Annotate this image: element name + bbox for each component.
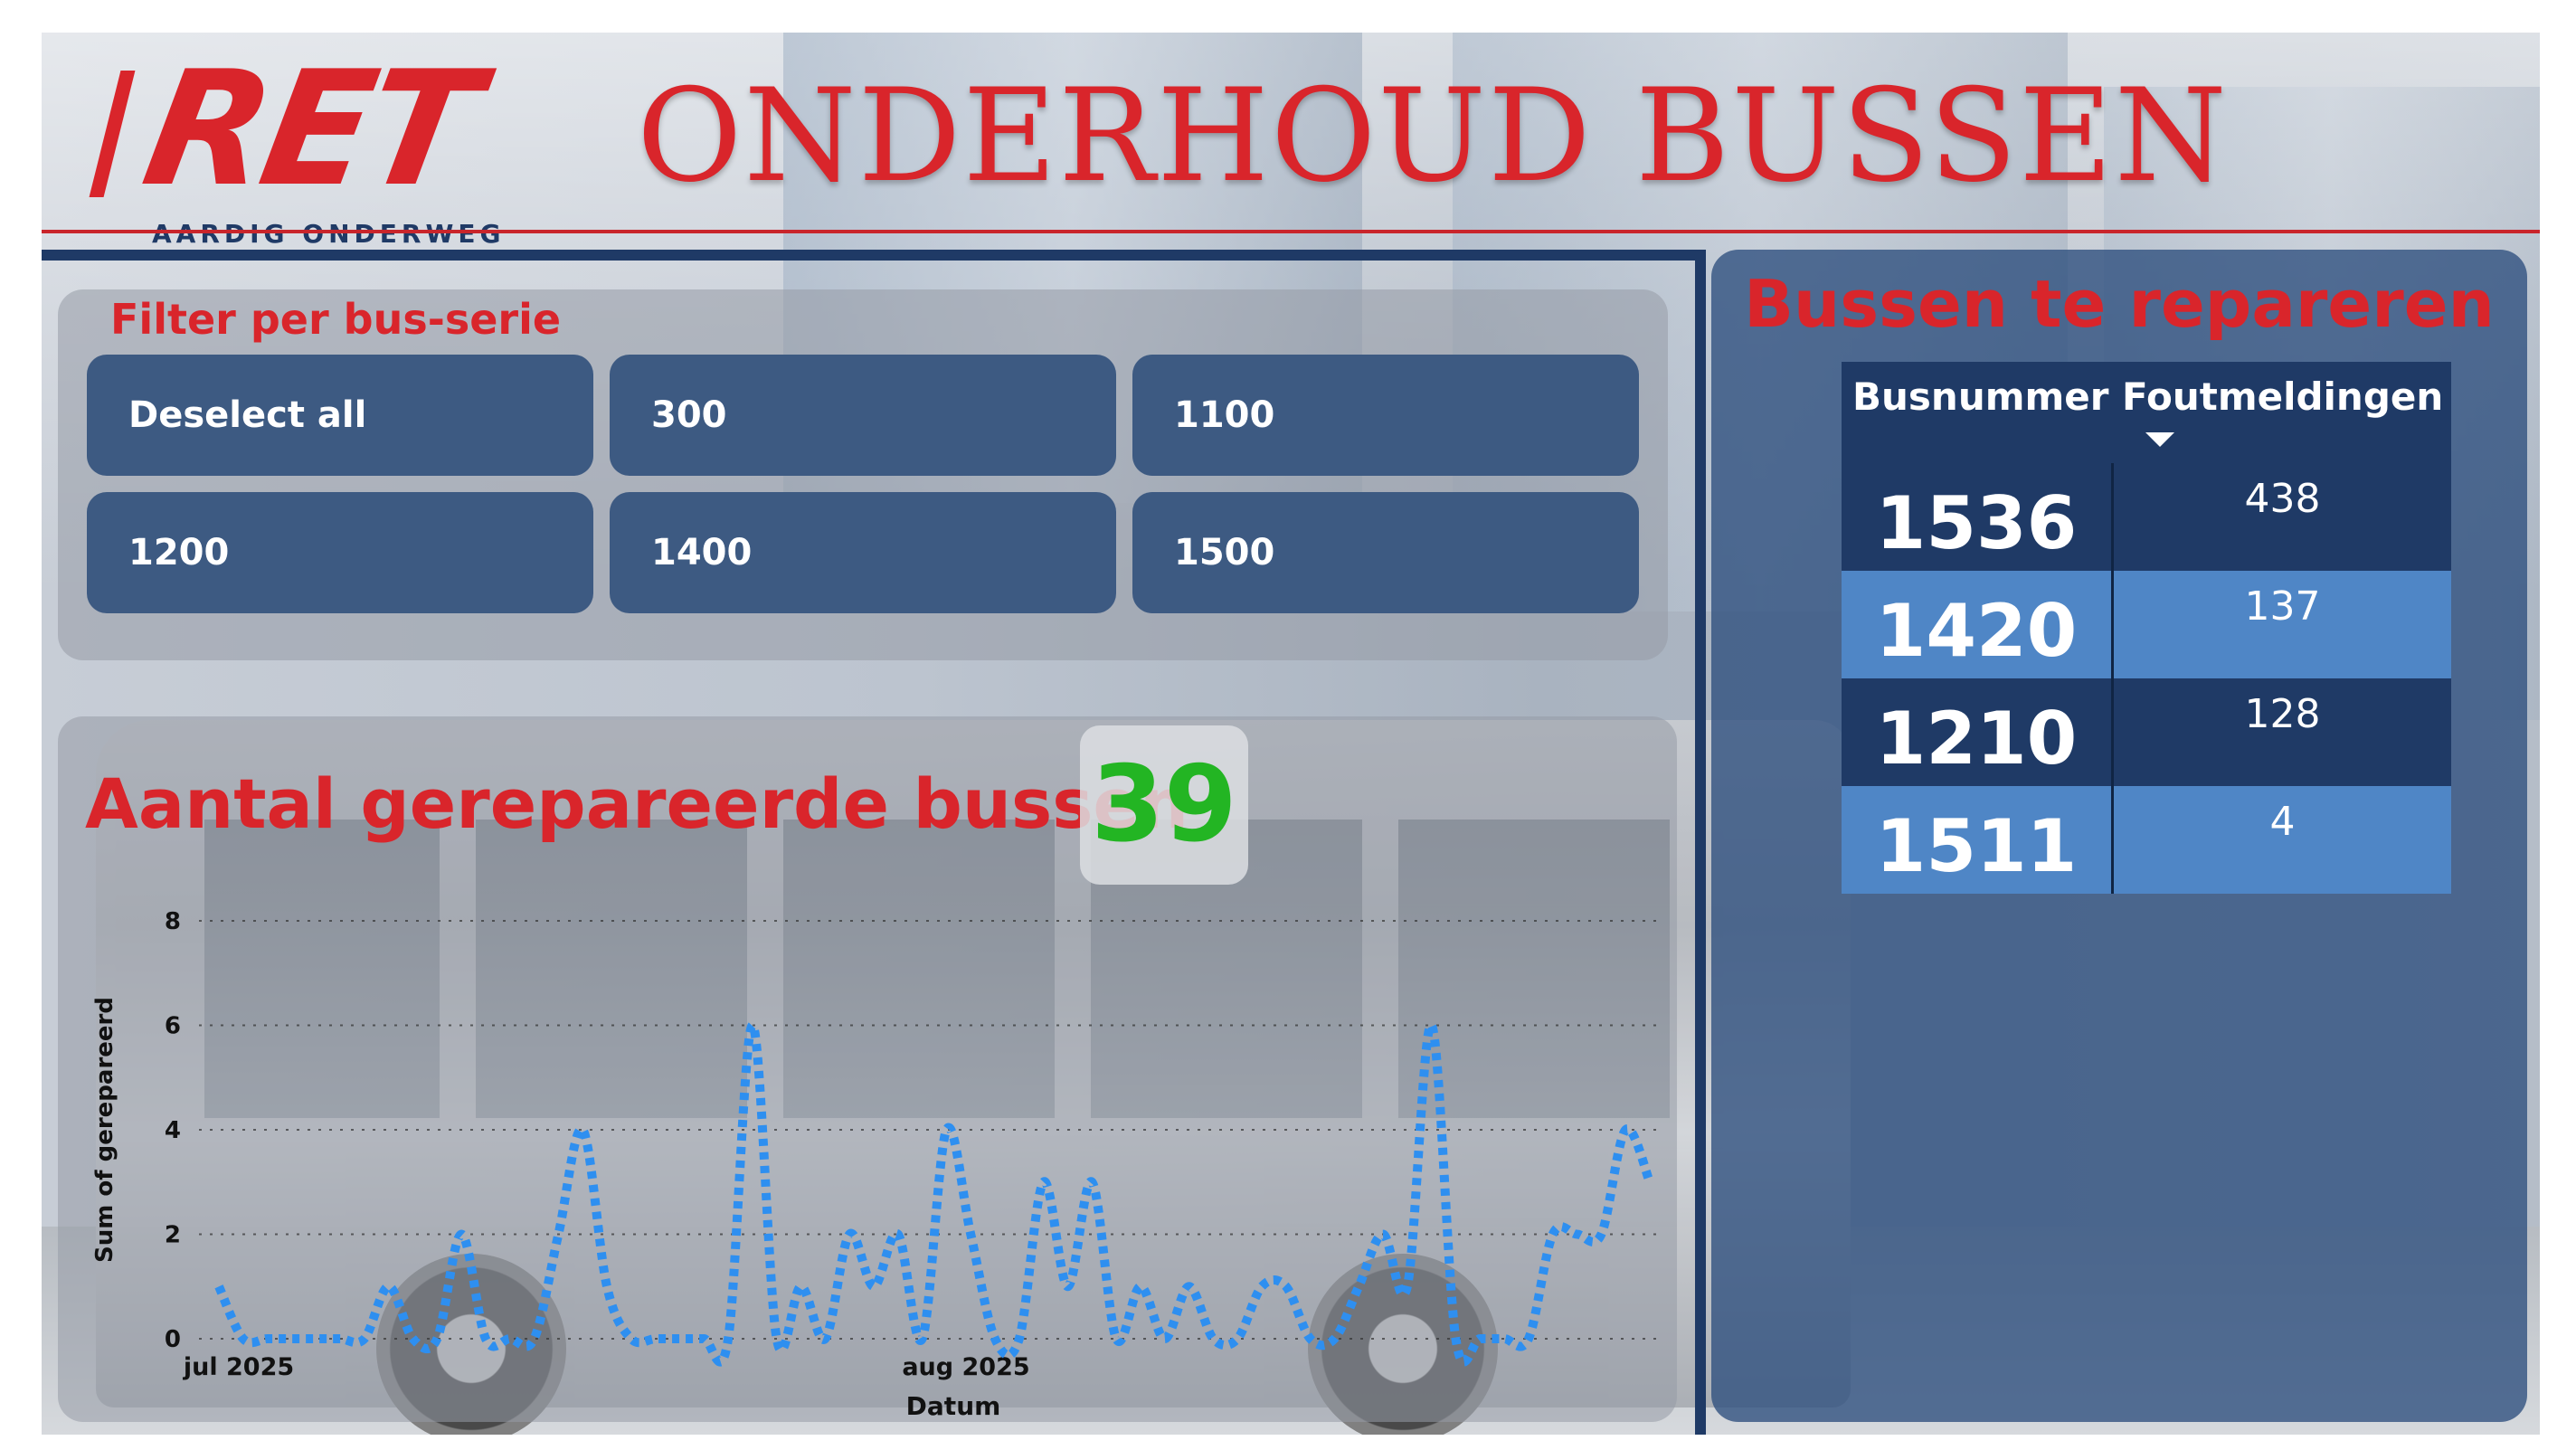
error-count-cell: 137 — [2244, 583, 2321, 630]
y-tick-label: 0 — [165, 1326, 181, 1353]
table-row[interactable]: 1511 4 — [1842, 786, 2451, 894]
slicer-option-1200[interactable]: 1200 — [87, 492, 593, 613]
y-tick-label: 8 — [165, 908, 181, 935]
bus-number-cell: 1536 — [1875, 481, 2078, 565]
slicer-option-300[interactable]: 300 — [610, 355, 1116, 476]
y-axis-title: Sum of gerepareerd — [91, 997, 118, 1263]
repaired-buses-panel: Aantal gerepareerde bussen 39 0 2 4 6 8 Sum o… — [58, 716, 1677, 1422]
table-header: Busnummer Foutmeldingen — [1842, 362, 2451, 463]
bus-number-cell: 1420 — [1875, 589, 2078, 673]
table-row[interactable]: 1210 128 — [1842, 678, 2451, 786]
left-panel-frame-right — [1695, 250, 1706, 1435]
x-tick-label: aug 2025 — [902, 1353, 1029, 1381]
filter-title: Filter per bus-serie — [110, 295, 562, 344]
slicer-deselect-all[interactable]: Deselect all — [87, 355, 593, 476]
logo-text: RET — [132, 38, 487, 222]
series-line — [214, 1020, 1654, 1367]
left-panel-frame-top — [42, 250, 1706, 261]
page-title: ONDERHOUD BUSSEN — [637, 62, 2229, 211]
error-count-cell: 4 — [2269, 799, 2296, 845]
slicer-option-1400[interactable]: 1400 — [610, 492, 1116, 613]
slicer-option-1500[interactable]: 1500 — [1132, 492, 1639, 613]
sort-descending-icon[interactable] — [2145, 432, 2174, 447]
header-divider — [42, 230, 2540, 233]
report-header: RET AARDIG ONDERWEG ONDERHOUD BUSSEN — [42, 33, 2540, 249]
column-header-foutmeldingen[interactable]: Foutmeldingen — [2122, 374, 2444, 419]
table-row[interactable]: 1420 137 — [1842, 571, 2451, 678]
y-tick-label: 4 — [165, 1117, 181, 1144]
x-tick-label: jul 2025 — [183, 1353, 294, 1381]
bus-number-cell: 1511 — [1875, 804, 2078, 888]
repaired-title: Aantal gerepareerde bussen — [85, 763, 1189, 844]
y-tick-label: 6 — [165, 1013, 181, 1040]
buses-to-repair-table: Busnummer Foutmeldingen 1536 438 1420 13… — [1842, 362, 2451, 894]
repaired-line-chart[interactable]: 0 2 4 6 8 Sum of gerepareerd jul 2025 aug 2025 D… — [58, 716, 1677, 1422]
report-canvas: RET AARDIG ONDERWEG ONDERHOUD BUSSEN Fil… — [42, 33, 2540, 1435]
y-tick-label: 2 — [165, 1222, 181, 1249]
logo-tagline: AARDIG ONDERWEG — [152, 219, 506, 249]
repaired-kpi-card: 39 — [1080, 725, 1248, 885]
table-row[interactable]: 1536 438 — [1842, 463, 2451, 571]
bus-number-cell: 1210 — [1875, 697, 2078, 781]
repaired-kpi-value: 39 — [1091, 744, 1237, 866]
error-count-cell: 128 — [2244, 691, 2321, 737]
x-axis-title: Datum — [906, 1391, 1001, 1421]
bus-series-filter: Filter per bus-serie Deselect all 300 11… — [58, 289, 1668, 660]
buses-to-repair-title: Bussen te repareren — [1744, 266, 2495, 342]
slicer-option-1100[interactable]: 1100 — [1132, 355, 1639, 476]
column-header-busnummer[interactable]: Busnummer — [1852, 374, 2109, 419]
ret-logo: RET AARDIG ONDERWEG — [89, 38, 500, 249]
error-count-cell: 438 — [2244, 476, 2321, 522]
buses-to-repair-panel: Bussen te repareren Busnummer Foutmeldin… — [1711, 250, 2527, 1422]
